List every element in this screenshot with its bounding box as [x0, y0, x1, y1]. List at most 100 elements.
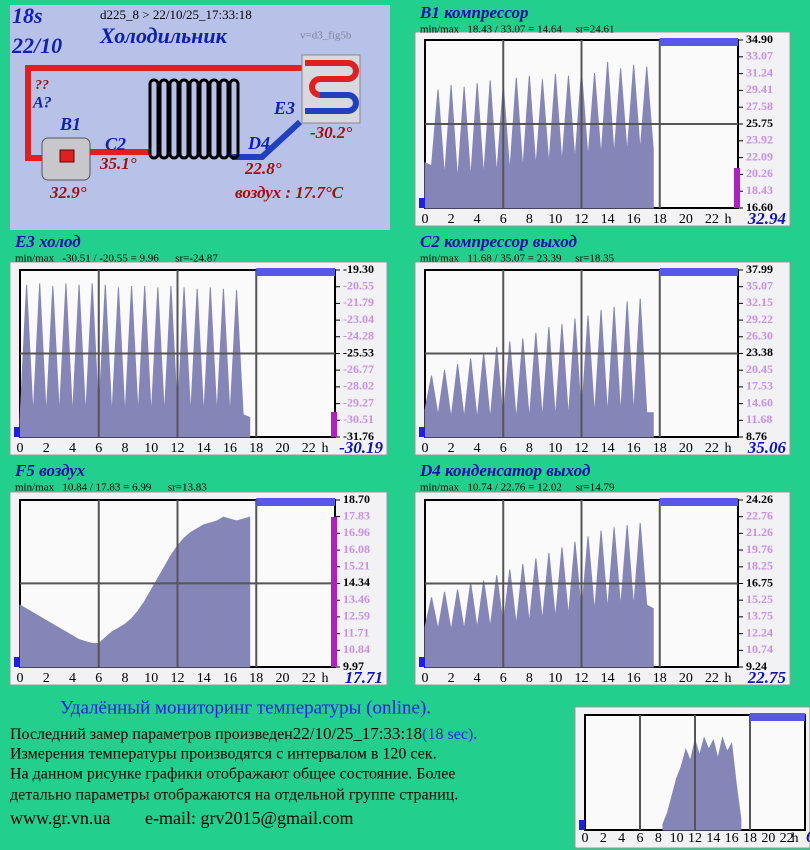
y-tick-label: 20.26: [746, 166, 773, 180]
current-value: -30.19: [339, 438, 383, 457]
x-tick-label: 8: [122, 671, 129, 686]
y-tick-label: 26.30: [746, 329, 773, 343]
y-tick-label: 11.68: [746, 412, 772, 426]
x-tick-label: 2: [448, 212, 455, 227]
x-tick-label: 22: [705, 441, 719, 456]
y-tick-label: 34.90: [746, 32, 773, 46]
age: 18s: [12, 3, 43, 28]
label: C2: [105, 134, 126, 154]
x-unit: h: [792, 831, 799, 846]
email[interactable]: e-mail: grv2015@gmail.com: [145, 808, 354, 828]
y-tick-label: 14.34: [343, 575, 370, 589]
x-tick-label: 4: [69, 441, 76, 456]
time: 22/10/25_17:33:18: [293, 724, 422, 743]
x-tick-label: 8: [122, 441, 129, 456]
y-tick-label: 21.26: [746, 525, 773, 539]
footer: Удалённый мониторинг температуры (online…: [10, 697, 477, 828]
y-tick-label: 16.75: [746, 575, 773, 589]
version: v=d3_fig5b: [300, 30, 352, 42]
label: ??: [35, 78, 49, 93]
y-tick-label: 17.53: [746, 379, 773, 393]
level-bar: [331, 412, 337, 437]
y-tick-label: -30.51: [343, 412, 374, 426]
x-tick-label: 8: [655, 831, 662, 846]
diagram-title: Холодильник: [99, 23, 228, 48]
site[interactable]: www.gr.vn.ua: [10, 808, 110, 828]
x-tick-label: 0: [582, 831, 589, 846]
x-tick-label: 18: [249, 671, 263, 686]
y-tick-label: -23.04: [343, 312, 374, 326]
top-bar: [750, 713, 805, 721]
current-value: 6: [806, 827, 810, 846]
area: [424, 61, 654, 209]
y-tick-label: 9.97: [343, 659, 364, 673]
current-value: 35.06: [747, 438, 787, 457]
x-tick-label: 22: [705, 212, 719, 227]
top-bar: [256, 268, 335, 276]
footer-line: детально параметры отображаются на отдел…: [10, 787, 458, 804]
x-tick-label: 0: [422, 441, 429, 456]
y-tick-label: 23.92: [746, 133, 773, 147]
x-tick-label: 8: [526, 671, 533, 686]
x-tick-label: 16: [627, 671, 641, 686]
x-tick-label: 10: [548, 212, 562, 227]
x-tick-label: 14: [706, 831, 720, 846]
x-tick-label: 22: [780, 831, 794, 846]
x-tick-label: 4: [474, 212, 481, 227]
y-tick-label: 35.07: [746, 278, 773, 292]
area: [19, 283, 251, 438]
y-tick-label: 9.24: [746, 659, 767, 673]
x-tick-label: 20: [761, 831, 775, 846]
x-tick-label: 22: [705, 671, 719, 686]
x-tick-label: 20: [679, 212, 693, 227]
y-tick-label: -20.55: [343, 279, 374, 293]
y-tick-label: 10.74: [746, 642, 773, 656]
air-temperature: воздух : 17.7°C: [235, 183, 344, 202]
level-bar: [331, 517, 337, 667]
top-bar: [659, 268, 738, 276]
x-tick-label: 18: [249, 441, 263, 456]
x-tick-label: 2: [600, 831, 607, 846]
chart-title: D4 конденсатор выход: [419, 461, 591, 480]
y-tick-label: 19.76: [746, 542, 773, 556]
y-tick-label: 27.58: [746, 99, 773, 113]
y-tick-label: 15.21: [343, 559, 370, 573]
y-tick-label: 17.83: [343, 508, 370, 522]
x-tick-label: 12: [575, 441, 589, 456]
level-bar: [734, 168, 740, 208]
x-tick-label: 4: [618, 831, 625, 846]
x-tick-label: 18: [743, 831, 757, 846]
y-tick-label: 10.84: [343, 642, 370, 656]
current-value: 32.94: [747, 209, 786, 228]
corner-block: [419, 427, 425, 437]
chart-title: B1 компрессор: [419, 3, 529, 22]
y-tick-label: -19.30: [343, 262, 374, 276]
x-tick-label: 6: [500, 671, 507, 686]
x-tick-label: 20: [679, 441, 693, 456]
corner-block: [579, 820, 585, 830]
y-tick-label: 16.60: [746, 200, 773, 214]
x-tick-label: 12: [575, 212, 589, 227]
y-tick-label: -25.53: [343, 345, 374, 359]
x-tick-label: 0: [17, 441, 24, 456]
temperature: 35.1°: [99, 154, 137, 173]
x-unit: h: [322, 441, 329, 456]
top-bar: [256, 498, 335, 506]
x-tick-label: 14: [197, 441, 211, 456]
x-unit: h: [322, 671, 329, 686]
y-tick-label: -31.76: [343, 429, 374, 443]
x-tick-label: 0: [17, 671, 24, 686]
footer-line: Последний замер параметров произведен22/…: [10, 724, 477, 743]
pipe: [25, 65, 302, 161]
x-tick-label: 2: [448, 441, 455, 456]
chart-stats: min/max -30.51 / -20.55 = 9.96 sr=-24.87: [15, 253, 218, 265]
y-tick-label: 37.99: [746, 262, 773, 276]
x-tick-label: 16: [223, 441, 237, 456]
label: D4: [247, 133, 270, 153]
chart: D4 конденсатор выход min/max 10.74 / 22.7…: [414, 461, 791, 687]
chart: F5 воздух min/max 10.84 / 17.83 = 6.99 sr…: [9, 461, 388, 687]
x-tick-label: 10: [548, 671, 562, 686]
chart: C2 компрессор выход min/max 11.68 / 35.07…: [414, 232, 791, 457]
chart-title: F5 воздух: [14, 461, 86, 480]
